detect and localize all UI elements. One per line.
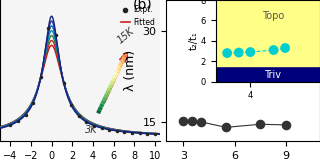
Text: 15K: 15K xyxy=(116,26,137,46)
Text: (b): (b) xyxy=(132,0,152,11)
Point xyxy=(258,123,263,126)
Point xyxy=(224,126,229,129)
Y-axis label: λ (nm): λ (nm) xyxy=(124,50,137,91)
Point xyxy=(181,119,186,122)
Legend: Expt., Fitted: Expt., Fitted xyxy=(119,4,156,29)
Point xyxy=(198,120,203,123)
Text: 3K: 3K xyxy=(85,125,97,135)
Point xyxy=(283,124,288,126)
Point xyxy=(189,120,195,123)
